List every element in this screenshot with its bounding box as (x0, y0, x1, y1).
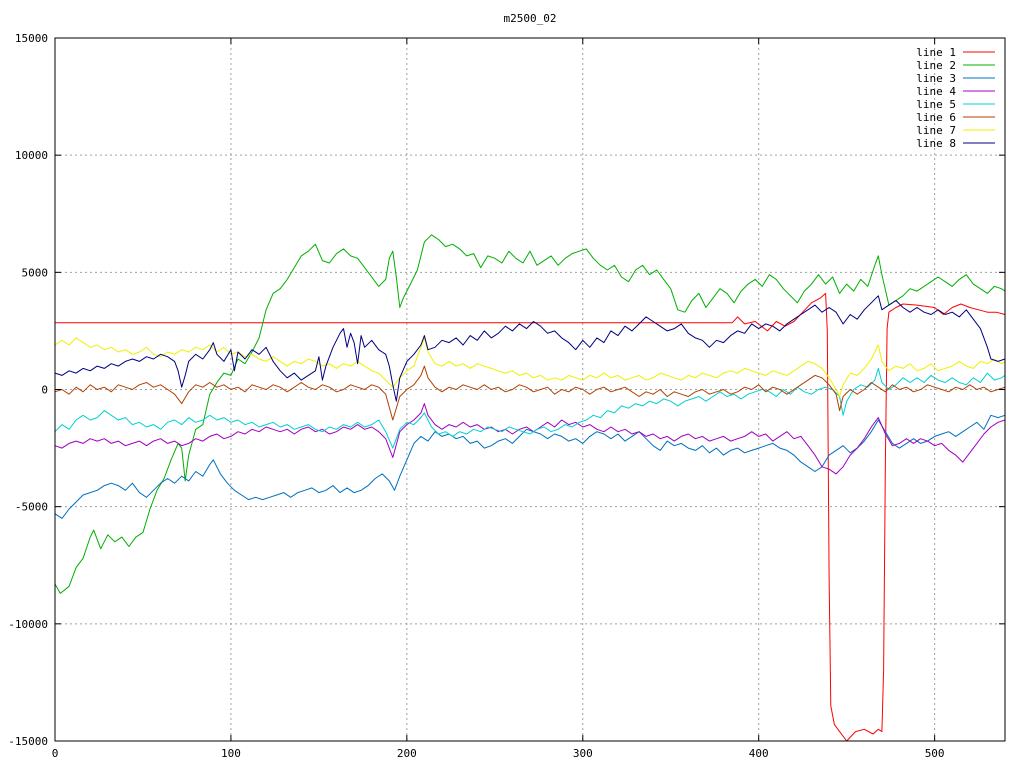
y-tick-label: -5000 (15, 501, 48, 514)
legend-label-2: line 2 (916, 59, 956, 72)
legend-label-3: line 3 (916, 72, 956, 85)
legend-label-5: line 5 (916, 98, 956, 111)
series-line-4 (54, 403, 1006, 475)
y-tick-label: 15000 (15, 32, 48, 45)
y-tick-label: 0 (41, 384, 48, 397)
legend-label-4: line 4 (916, 85, 956, 98)
x-tick-label: 500 (925, 747, 945, 760)
series-line-2 (54, 234, 1006, 594)
series-line-7 (54, 337, 1006, 397)
series-line-3 (54, 414, 1006, 519)
series-line-5 (54, 367, 1006, 449)
x-tick-label: 300 (573, 747, 593, 760)
series-line-6 (54, 365, 1006, 421)
x-tick-label: 100 (221, 747, 241, 760)
y-tick-label: 10000 (15, 149, 48, 162)
legend-label-6: line 6 (916, 111, 956, 124)
legend-label-8: line 8 (916, 137, 956, 150)
legend-label-7: line 7 (916, 124, 956, 137)
series-group (54, 234, 1006, 742)
x-tick-label: 400 (749, 747, 769, 760)
y-tick-label: 5000 (22, 266, 49, 279)
y-tick-label: -10000 (8, 618, 48, 631)
legend-label-1: line 1 (916, 46, 956, 59)
x-tick-label: 200 (397, 747, 417, 760)
x-tick-label: 0 (52, 747, 59, 760)
chart-title: m2500_02 (504, 12, 557, 25)
series-line-8 (54, 295, 1006, 402)
y-tick-label: -15000 (8, 735, 48, 748)
axis-ticks: 0 100 200 300 400 500 -15000 -10000 -5000 0 5000 10… (8, 32, 1005, 760)
grid (55, 38, 1005, 741)
series-line-1 (55, 292, 1006, 742)
